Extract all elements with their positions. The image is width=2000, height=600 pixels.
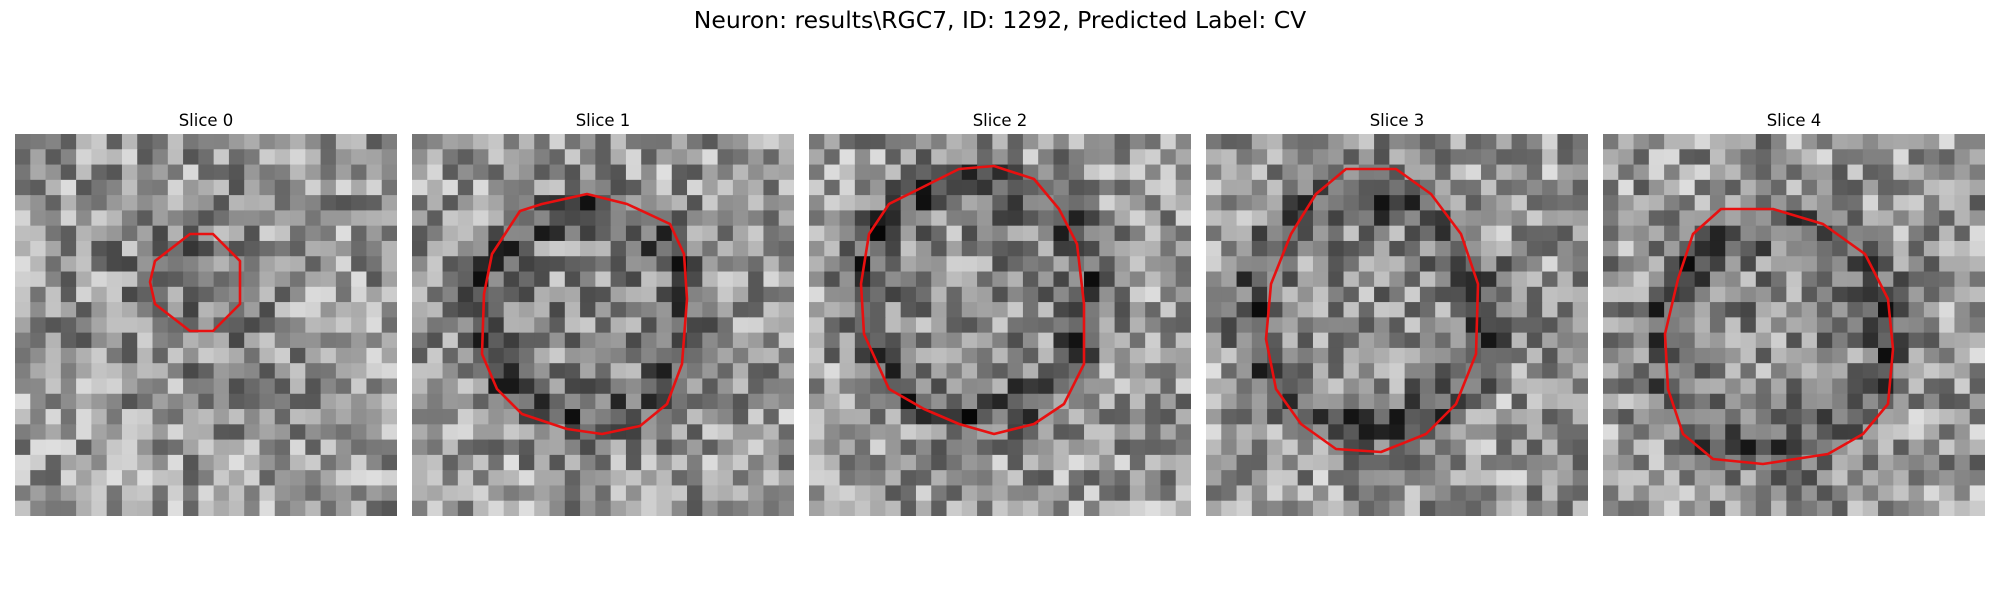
pixel-grid	[1206, 134, 1588, 516]
figure-title: Neuron: results\RGC7, ID: 1292, Predicte…	[693, 6, 1307, 34]
slice-panel-4: Slice 4	[1603, 108, 1985, 516]
slice-title: Slice 2	[972, 111, 1028, 130]
slice-image-1	[412, 134, 794, 516]
segmentation-contour	[1264, 167, 1480, 454]
segmentation-contour	[1663, 207, 1895, 466]
slice-title: Slice 3	[1369, 111, 1425, 130]
pixel-grid	[15, 134, 397, 516]
slice-image-3	[1206, 134, 1588, 516]
slice-image-0	[15, 134, 397, 516]
slice-panel-2: Slice 2	[809, 108, 1191, 516]
pixel-grid	[809, 134, 1191, 516]
slice-panel-1: Slice 1	[412, 108, 794, 516]
pixel-grid	[1603, 134, 1985, 516]
segmentation-contour	[480, 192, 689, 436]
slice-image-2	[809, 134, 1191, 516]
slice-panel-3: Slice 3	[1206, 108, 1588, 516]
slice-panel-0: Slice 0	[15, 108, 397, 516]
slice-title: Slice 4	[1766, 111, 1822, 130]
pixel-grid	[412, 134, 794, 516]
slice-title: Slice 1	[575, 111, 631, 130]
slice-title: Slice 0	[178, 111, 234, 130]
segmentation-contour	[859, 164, 1086, 436]
slice-image-4	[1603, 134, 1985, 516]
segmentation-contour	[148, 232, 242, 333]
